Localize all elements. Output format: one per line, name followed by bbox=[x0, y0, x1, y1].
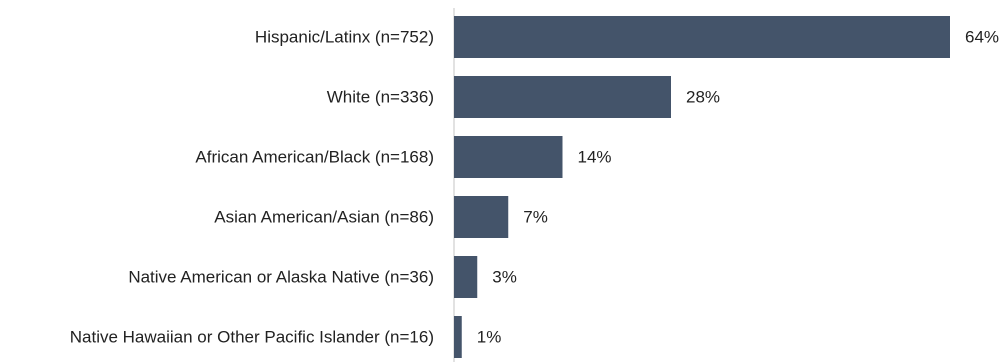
bar-2 bbox=[454, 136, 563, 178]
bars-group bbox=[454, 16, 950, 358]
category-label-2: African American/Black (n=168) bbox=[195, 148, 434, 167]
bar-3 bbox=[454, 196, 509, 238]
value-label-5: 1% bbox=[477, 328, 502, 347]
category-labels-group: Hispanic/Latinx (n=752) White (n=336) Afri… bbox=[70, 28, 434, 347]
category-label-3: Asian American/Asian (n=86) bbox=[214, 208, 434, 227]
category-label-5: Native Hawaiian or Other Pacific Islande… bbox=[70, 328, 434, 347]
value-labels-group: 64% 28% 14% 7% 3% 1% bbox=[477, 28, 999, 347]
value-label-2: 14% bbox=[578, 148, 612, 167]
bar-5 bbox=[454, 316, 462, 358]
bar-1 bbox=[454, 76, 671, 118]
value-label-0: 64% bbox=[965, 28, 999, 47]
category-label-0: Hispanic/Latinx (n=752) bbox=[255, 28, 434, 47]
value-label-3: 7% bbox=[523, 208, 548, 227]
value-label-4: 3% bbox=[492, 268, 517, 287]
category-label-4: Native American or Alaska Native (n=36) bbox=[128, 268, 434, 287]
value-label-1: 28% bbox=[686, 88, 720, 107]
bar-0 bbox=[454, 16, 950, 58]
category-label-1: White (n=336) bbox=[327, 88, 434, 107]
bar-4 bbox=[454, 256, 478, 298]
